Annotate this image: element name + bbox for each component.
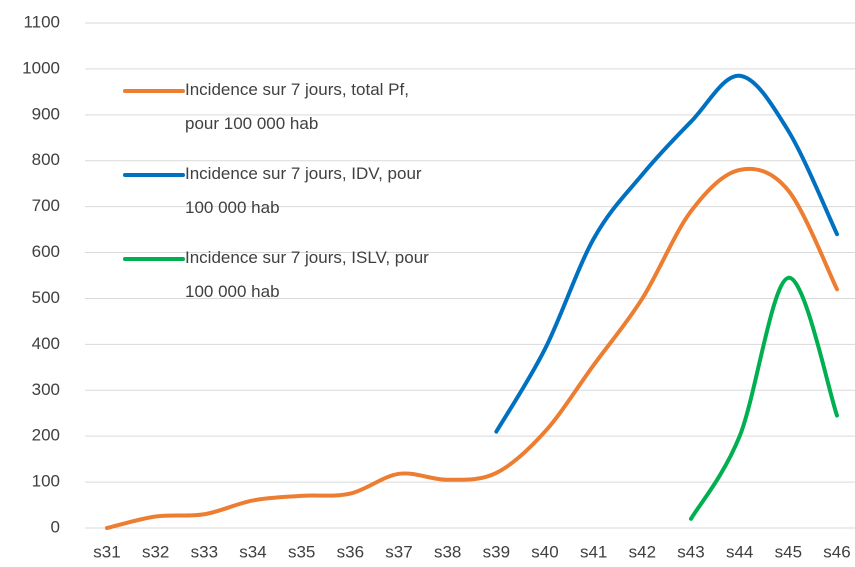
y-tick-label: 400	[32, 334, 60, 353]
x-tick-label: s45	[775, 542, 802, 561]
x-tick-label: s41	[580, 542, 607, 561]
x-tick-label: s35	[288, 542, 315, 561]
x-tick-label: s34	[239, 542, 266, 561]
series-line	[494, 73, 839, 434]
legend-label: Incidence sur 7 jours, IDV, pour 100 000…	[185, 164, 426, 217]
x-tick-label: s43	[677, 542, 704, 561]
x-tick-label: s32	[142, 542, 169, 561]
series-line	[689, 275, 839, 521]
legend-label: Incidence sur 7 jours, total Pf, pour 10…	[185, 80, 414, 133]
x-tick-label: s33	[191, 542, 218, 561]
y-tick-label: 600	[32, 242, 60, 261]
x-tick-label: s39	[483, 542, 510, 561]
x-tick-label: s46	[823, 542, 850, 561]
legend: Incidence sur 7 jours, total Pf, pour 10…	[123, 80, 434, 301]
y-tick-label: 0	[51, 517, 60, 536]
x-tick-label: s40	[531, 542, 558, 561]
x-tick-label: s44	[726, 542, 753, 561]
x-tick-label: s42	[629, 542, 656, 561]
y-tick-label: 500	[32, 288, 60, 307]
y-tick-label: 900	[32, 104, 60, 123]
y-tick-label: 700	[32, 196, 60, 215]
y-tick-label: 1100	[23, 12, 60, 31]
series-line	[105, 166, 839, 530]
y-tick-label: 200	[32, 426, 60, 445]
y-tick-label: 100	[32, 472, 60, 491]
x-tick-label: s37	[385, 542, 412, 561]
y-tick-label: 300	[32, 380, 60, 399]
y-tick-label: 1000	[22, 58, 60, 77]
x-tick-label: s31	[93, 542, 120, 561]
x-tick-label: s36	[337, 542, 364, 561]
legend-label: Incidence sur 7 jours, ISLV, pour 100 00…	[185, 248, 434, 301]
x-tick-label: s38	[434, 542, 461, 561]
y-tick-label: 800	[32, 150, 60, 169]
